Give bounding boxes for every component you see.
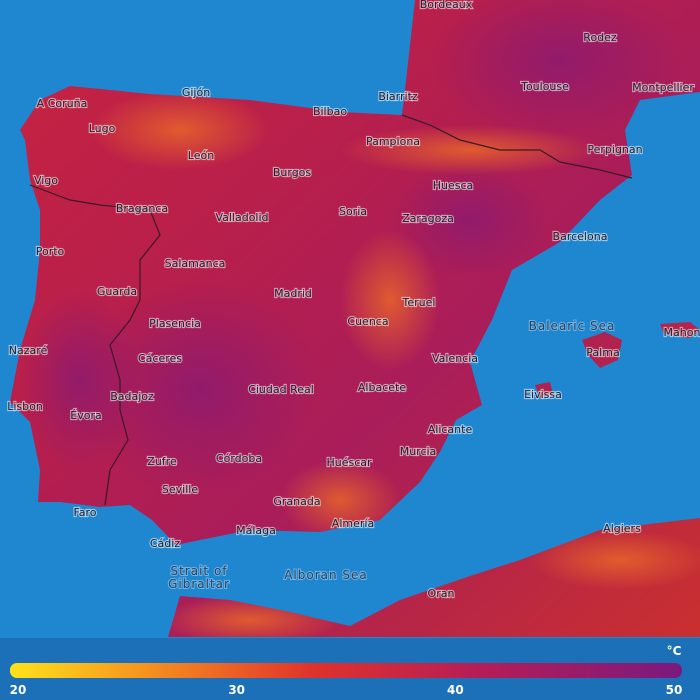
sea-label: Alboran Sea — [284, 568, 368, 582]
city-label: Perpignan — [587, 143, 642, 156]
city-label: Guarda — [97, 285, 137, 298]
city-label: Valencia — [432, 352, 478, 365]
city-label: Vigo — [34, 174, 58, 187]
legend-unit: °C — [667, 644, 682, 658]
city-label: A Coruña — [37, 97, 88, 110]
city-label: Soria — [339, 205, 367, 218]
city-label: Madrid — [274, 287, 312, 300]
city-label: Lisbon — [7, 400, 43, 413]
scale-tick-label: 50 — [666, 683, 683, 697]
city-label: Teruel — [402, 296, 436, 309]
city-label: Almería — [332, 517, 374, 530]
city-label: Oran — [428, 587, 455, 600]
city-label: Granada — [273, 495, 320, 508]
city-label: Seville — [162, 483, 198, 496]
city-label: Toulouse — [520, 80, 569, 93]
city-label: Córdoba — [216, 452, 262, 465]
city-label: Zufre — [147, 455, 177, 468]
city-label: Salamanca — [165, 257, 226, 270]
city-label: Plasencia — [149, 317, 201, 330]
sea-label: Balearic Sea — [529, 319, 616, 333]
city-label: Cádiz — [150, 537, 180, 550]
city-label: Huesca — [433, 179, 474, 192]
city-label: Zaragoza — [402, 212, 454, 225]
city-label: León — [188, 149, 214, 162]
city-label: Palma — [586, 346, 619, 359]
city-label: Gijón — [182, 86, 210, 99]
city-label: Eivissa — [524, 388, 562, 401]
city-label: Murcia — [400, 445, 437, 458]
sea-label: Gibraltar — [168, 577, 230, 591]
city-label: Huéscar — [326, 456, 372, 469]
city-label: Évora — [70, 409, 101, 422]
city-label: Badajoz — [110, 390, 154, 403]
city-label: Porto — [36, 245, 65, 258]
city-label: Málaga — [236, 524, 276, 537]
city-label: Montpellier — [632, 81, 694, 94]
city-label: Barcelona — [553, 230, 608, 243]
city-label: Valladolid — [215, 211, 268, 224]
city-label: Ciudad Real — [248, 383, 314, 396]
scale-tick-label: 40 — [447, 683, 464, 697]
scale-tick-label: 20 — [10, 683, 27, 697]
city-label: Algiers — [603, 522, 641, 535]
city-label: Bilbao — [313, 105, 347, 118]
city-label: Burgos — [273, 166, 312, 179]
sea-label: Strait of — [170, 564, 227, 578]
city-label: Alicante — [428, 423, 473, 436]
city-label: Biarritz — [378, 90, 418, 103]
city-label: Mahon — [664, 326, 700, 339]
labels: Bordeaux Rodez Toulouse Montpellier A Co… — [6, 0, 700, 601]
city-label: Cáceres — [138, 352, 182, 365]
city-label: Cuenca — [347, 315, 388, 328]
city-label: Pamplona — [366, 135, 420, 148]
legend: °C 20 30 40 50 — [0, 638, 700, 700]
city-label: Braganca — [116, 202, 168, 215]
scale-tick-label: 30 — [228, 683, 245, 697]
borders — [29, 114, 633, 506]
city-label: Faro — [73, 506, 96, 519]
city-label: Albacete — [358, 381, 406, 394]
color-scale — [10, 663, 682, 678]
city-label: Lugo — [89, 122, 116, 135]
city-label: Rodez — [583, 31, 617, 44]
city-label: Bordeaux — [420, 0, 473, 11]
city-label: Nazaré — [9, 344, 48, 357]
